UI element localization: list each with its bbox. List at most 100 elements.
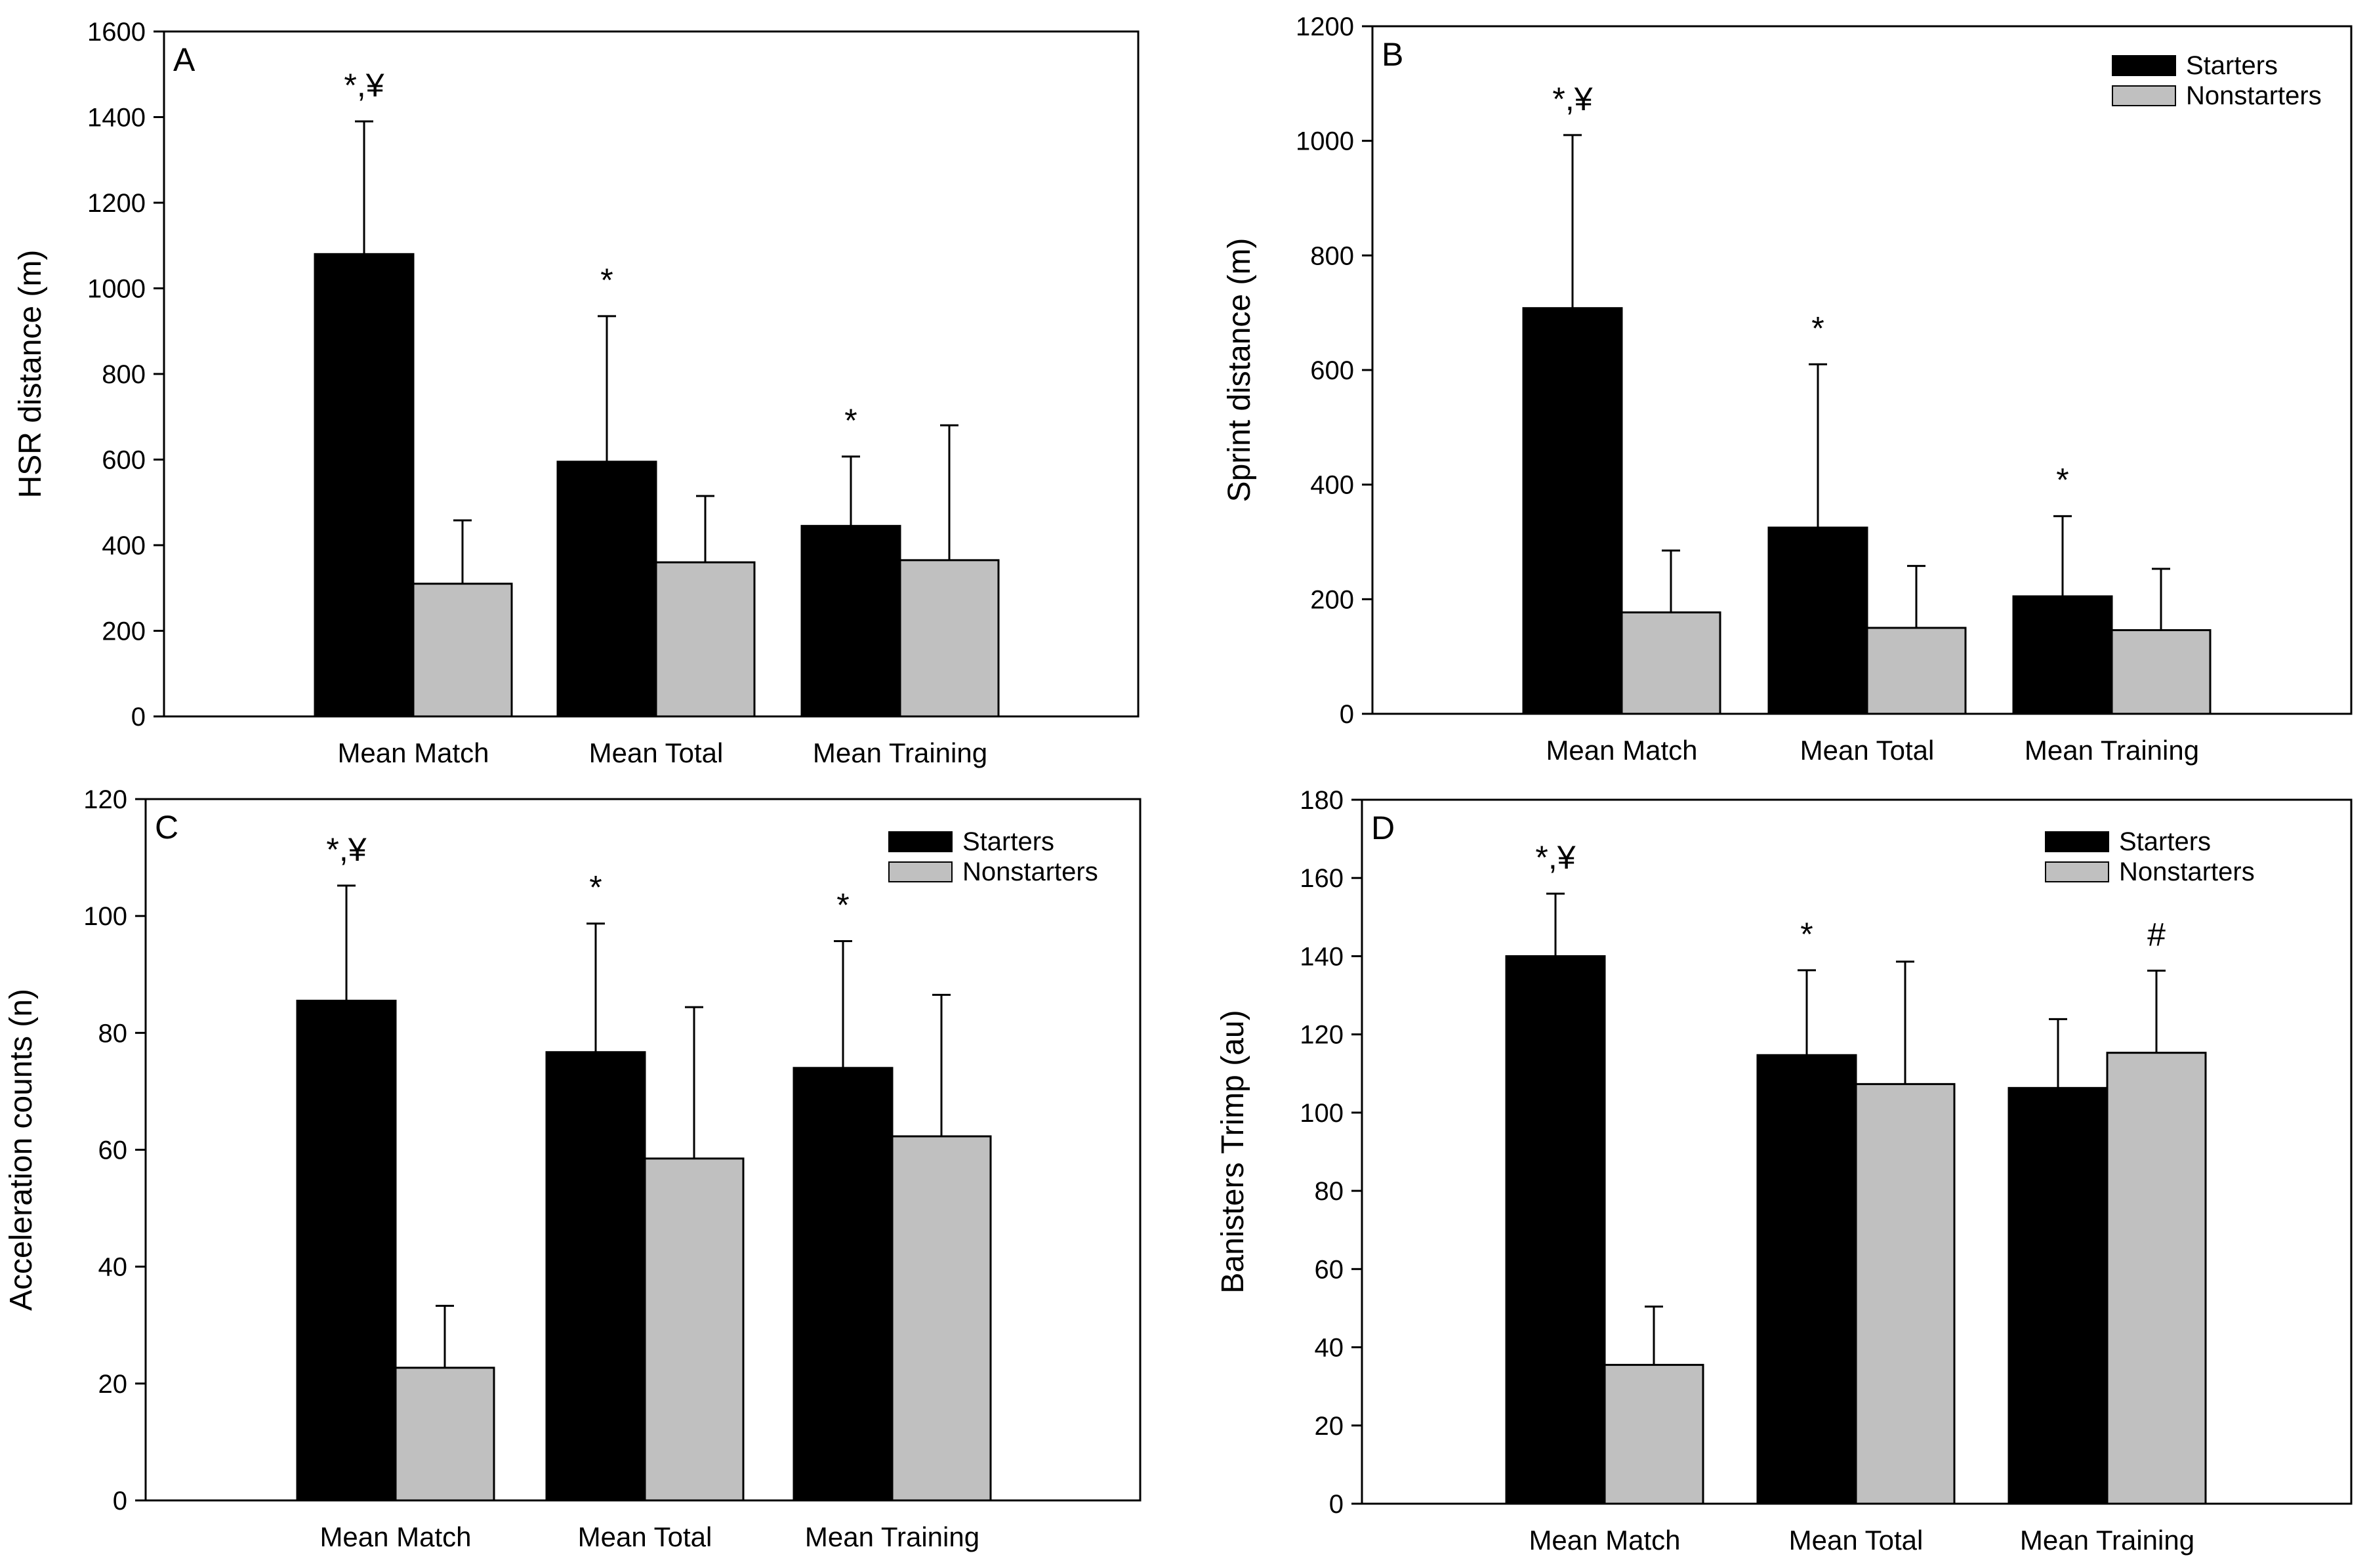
bar-starters [296,999,397,1502]
significance-marker: # [2147,917,2166,953]
x-category-label: Mean Total [578,1521,712,1552]
significance-marker: * [589,869,602,906]
significance-marker: * [600,262,613,299]
legend-swatch [2112,85,2176,106]
bar-starters [2007,1086,2109,1505]
y-tick-label: 60 [98,1136,128,1165]
y-tick-label: 1200 [1296,12,1354,41]
significance-marker: *,¥ [326,831,366,868]
x-category-label: Mean Match [337,737,489,768]
bar-starters [1767,526,1868,715]
y-tick-label: 100 [1300,1099,1344,1128]
bar-nonstarters [2110,629,2212,715]
y-tick-label: 800 [102,360,146,389]
significance-marker: * [2056,462,2069,499]
legend-label: Nonstarters [2186,81,2322,110]
y-axis-title: Banisters Trimp (au) [1216,1010,1250,1293]
significance-marker: *,¥ [1535,839,1575,876]
x-category-label: Mean Match [1529,1525,1680,1556]
panel-c: 0 20 40 60 80 100 120 Acceleration counts (n) C M… [4,785,1142,1552]
y-tick-label: 20 [1315,1412,1344,1441]
legend-swatch [2045,831,2109,852]
y-tick-label: 0 [113,1487,127,1516]
bar-starters [314,253,415,718]
y-tick-label: 140 [1300,942,1344,971]
legend-swatch [888,861,953,882]
x-category-label: Mean Match [1546,735,1697,766]
y-tick-label: 600 [1310,356,1354,385]
legend-swatch [2112,55,2176,76]
legend-swatch [2045,861,2109,882]
y-tick-label: 160 [1300,864,1344,893]
y-tick-label: 400 [102,531,146,560]
x-category-label: Mean Training [805,1521,979,1552]
significance-marker: * [1811,310,1824,346]
significance-marker: * [844,402,857,439]
panel-letter: B [1382,36,1403,73]
y-tick-label: 180 [1300,786,1344,815]
legend-label: Starters [2186,51,2278,80]
bar-starters [1522,307,1623,715]
y-tick-label: 1200 [87,189,146,218]
panel-letter: D [1371,810,1395,846]
bar-nonstarters [1603,1363,1704,1505]
y-tick-label: 40 [1315,1334,1344,1363]
y-tick-label: 120 [1300,1021,1344,1050]
y-tick-label: 1000 [87,275,146,304]
significance-marker: * [1800,916,1813,953]
x-category-label: Mean Match [319,1521,471,1552]
significance-marker: *,¥ [1552,81,1592,117]
bar-nonstarters [644,1157,745,1502]
y-tick-label: 0 [1329,1490,1344,1519]
y-tick-label: 200 [102,617,146,646]
y-tick-label: 400 [1310,471,1354,500]
panel-b: 0 200 400 600 800 1000 1200 Sprint distance (m)… [1222,12,2353,766]
y-tick-label: 600 [102,446,146,475]
bar-starters [800,525,901,718]
bar-nonstarters [412,583,513,718]
bar-nonstarters [1866,627,1967,715]
bar-nonstarters [891,1135,992,1502]
x-category-label: Mean Training [2025,735,2199,766]
y-tick-label: 40 [98,1253,128,1282]
panel-letter: C [155,809,178,846]
y-axis-title: Sprint distance (m) [1222,238,1257,503]
bar-nonstarters [1855,1083,1956,1505]
x-category-label: Mean Total [589,737,724,768]
y-tick-label: 80 [1315,1177,1344,1206]
bar-starters [2012,595,2113,715]
bar-starters [1756,1054,1857,1505]
y-tick-label: 200 [1310,585,1354,614]
panel-d: 0 20 40 60 80 100 120 140 160 180 Banisters Trimp … [1216,786,2353,1556]
bar-starters [1505,955,1606,1505]
y-tick-label: 0 [1340,700,1354,729]
x-category-label: Mean Training [2020,1525,2194,1556]
legend-swatch [888,831,953,852]
bar-starters [545,1051,646,1502]
y-tick-label: 20 [98,1370,128,1399]
bar-nonstarters [394,1367,495,1502]
legend-label: Starters [2119,827,2211,856]
y-tick-label: 120 [83,785,127,814]
y-tick-label: 800 [1310,241,1354,270]
y-tick-label: 100 [83,902,127,931]
legend-label: Starters [962,827,1054,856]
legend-label: Nonstarters [962,857,1098,886]
y-axis-title: HSR distance (m) [13,250,48,499]
y-tick-label: 1000 [1296,127,1354,156]
legend-label: Nonstarters [2119,857,2255,886]
y-tick-label: 1600 [87,18,146,47]
panel-letter: A [173,41,196,78]
bar-nonstarters [1620,611,1721,715]
bar-nonstarters [899,559,1000,718]
y-tick-label: 60 [1315,1255,1344,1284]
bar-nonstarters [655,561,756,718]
y-tick-label: 80 [98,1019,128,1048]
significance-marker: * [836,886,849,923]
bar-starters [792,1067,894,1502]
x-category-label: Mean Total [1789,1525,1924,1556]
